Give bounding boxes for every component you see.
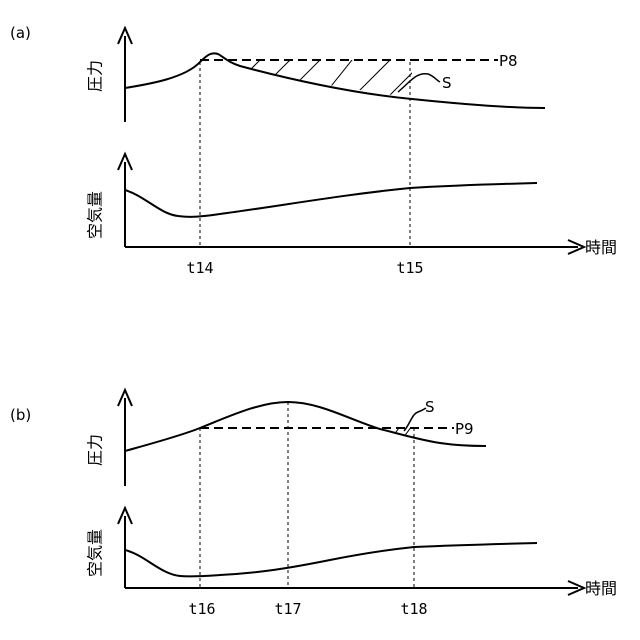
panel-a-time-axis-label: 時間 — [585, 238, 617, 257]
panel-b-air-curve — [125, 543, 537, 576]
panel-b-t18-label: t18 — [400, 600, 427, 618]
panel-b-s-label: S — [425, 398, 435, 416]
panel-a: (a) 圧力 P8 S 空気量 時間 — [10, 24, 617, 277]
panel-a-label: (a) — [10, 24, 31, 42]
panel-a-air-curve — [125, 183, 537, 217]
panel-b-time-axis-label: 時間 — [585, 579, 617, 598]
panel-b-t16-label: t16 — [188, 600, 215, 618]
panel-b: (b) 圧力 P9 S 空気量 時間 t16 — [10, 390, 617, 618]
panel-b-air-axis-label: 空気量 — [86, 529, 105, 577]
panel-a-t15-label: t15 — [396, 259, 423, 277]
panel-b-label: (b) — [10, 406, 31, 424]
panel-a-s-leader — [398, 74, 440, 92]
panel-b-pressure-axis-label: 圧力 — [86, 434, 105, 466]
panel-a-p8-label: P8 — [499, 52, 518, 70]
panel-a-s-label: S — [442, 74, 452, 92]
panel-a-pressure-axis-label: 圧力 — [86, 60, 105, 92]
panel-a-air-axis-label: 空気量 — [86, 191, 105, 239]
panel-b-p9-label: P9 — [455, 420, 474, 438]
panel-a-t14-label: t14 — [186, 259, 213, 277]
panel-b-t17-label: t17 — [274, 600, 301, 618]
panel-a-pressure-axis — [118, 28, 132, 122]
